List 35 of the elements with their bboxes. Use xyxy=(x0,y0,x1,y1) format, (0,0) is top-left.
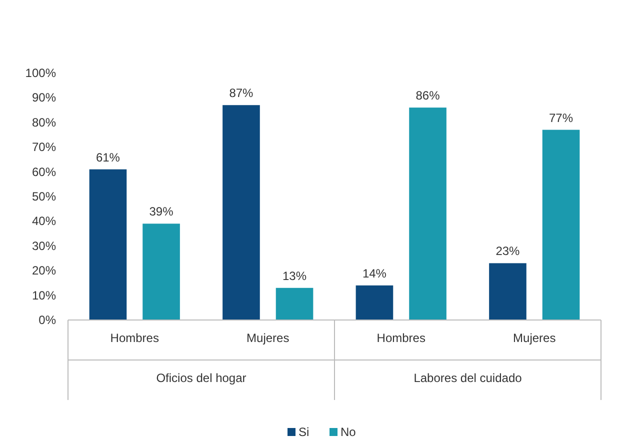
legend-label: No xyxy=(340,425,356,439)
bar xyxy=(356,285,394,320)
y-tick-label: 10% xyxy=(32,288,56,302)
y-tick-label: 20% xyxy=(32,264,56,278)
data-label: 86% xyxy=(416,88,440,103)
y-tick-label: 40% xyxy=(32,214,56,228)
y-tick-label: 60% xyxy=(32,164,56,179)
legend-label: Si xyxy=(298,425,310,439)
data-label: 13% xyxy=(282,268,307,283)
bar xyxy=(276,288,314,320)
y-tick-label: 70% xyxy=(32,140,56,154)
bar xyxy=(222,105,260,320)
bar xyxy=(89,169,127,320)
data-label: 39% xyxy=(149,204,174,219)
text: Labores del cuidado xyxy=(414,371,522,385)
y-tick-label: 30% xyxy=(32,238,56,253)
x-tick-label: Hombres xyxy=(110,331,159,345)
x-tick-label: Mujeres xyxy=(246,331,290,345)
x-tick-label: Mujeres xyxy=(513,331,556,345)
y-tick-label: 50% xyxy=(32,190,56,204)
data-label: 14% xyxy=(362,266,387,280)
text: Oficios del hogar xyxy=(156,371,246,385)
bar xyxy=(489,263,526,320)
data-label: 61% xyxy=(96,150,120,164)
y-tick-label: 0% xyxy=(38,313,56,327)
x-tick-label: Hombres xyxy=(376,331,426,345)
bar xyxy=(542,130,580,320)
bar xyxy=(409,108,446,320)
y-tick-label: 100% xyxy=(25,66,56,80)
y-tick-label: 90% xyxy=(32,90,56,105)
bar xyxy=(142,224,180,320)
data-label: 23% xyxy=(496,244,520,258)
data-label: 77% xyxy=(549,110,574,125)
data-label: 87% xyxy=(229,86,254,100)
y-tick-label: 80% xyxy=(32,115,56,130)
